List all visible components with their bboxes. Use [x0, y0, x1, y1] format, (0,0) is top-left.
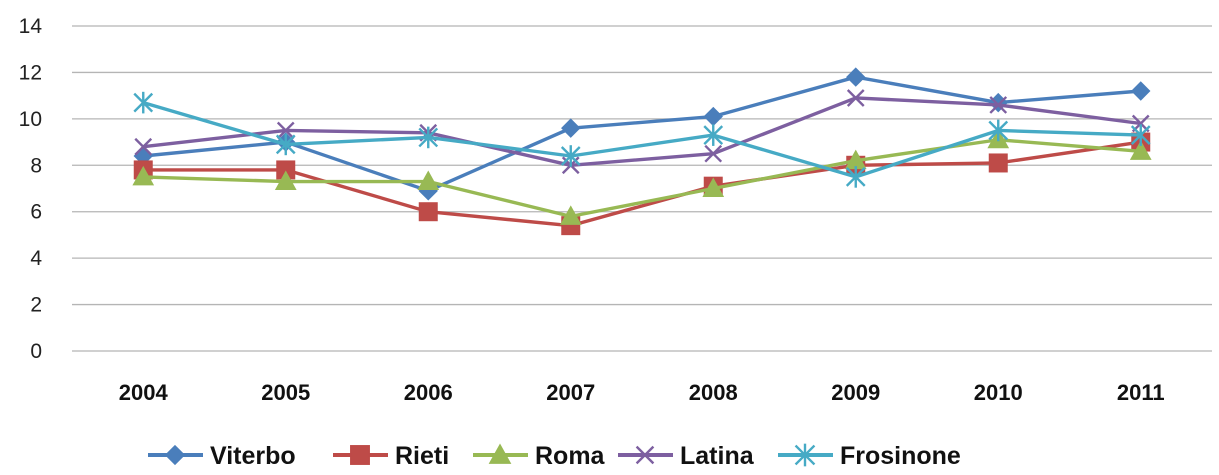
x-tick-label: 2008	[689, 380, 738, 405]
x-tick-label: 2005	[261, 380, 310, 405]
axes: 0 2 4 6 8 10 12 14 2004 2005 2006 2007 2008 2009 2010 2…	[19, 15, 1165, 405]
legend-label: Roma	[535, 442, 606, 470]
x-tick-label: 2004	[119, 380, 169, 405]
series-line	[143, 138, 1141, 219]
legend-item-latina: Latina	[618, 442, 755, 470]
marker-stroke	[276, 121, 295, 140]
legend-item-rieti: Rieti	[333, 442, 449, 470]
data-point	[274, 170, 297, 191]
series-frosinone	[133, 91, 1151, 188]
data-point	[1129, 140, 1152, 160]
data-point	[988, 119, 1009, 142]
marker-stroke	[635, 445, 655, 465]
y-tick-label: 14	[19, 15, 43, 38]
y-tick-label: 4	[30, 247, 42, 270]
series-latina	[134, 89, 1150, 175]
x-tick-label: 2009	[831, 380, 880, 405]
data-point	[845, 166, 866, 188]
y-tick-label: 6	[30, 201, 42, 224]
data-point	[418, 202, 438, 222]
legend-marker	[164, 444, 186, 466]
data-point	[703, 106, 723, 127]
series-line	[143, 75, 1141, 193]
data-point	[704, 144, 723, 163]
data-point	[561, 118, 581, 138]
series-line	[143, 140, 1141, 228]
data-point	[846, 67, 866, 87]
data-point	[846, 89, 865, 107]
y-tick-label: 0	[30, 340, 42, 363]
y-tick-label: 12	[19, 61, 42, 84]
x-tick-label: 2010	[974, 380, 1023, 405]
data-point	[559, 205, 582, 225]
legend-marker	[488, 443, 512, 464]
legend-label: Viterbo	[210, 442, 296, 470]
legend-marker	[350, 445, 370, 465]
data-point	[703, 124, 724, 146]
data-point	[560, 145, 581, 167]
legend-item-frosinone: Frosinone	[778, 442, 961, 470]
data-point	[989, 96, 1008, 114]
y-tick-label: 2	[30, 294, 42, 317]
data-point	[133, 91, 154, 114]
legend-marker	[635, 445, 655, 465]
legend-item-roma: Roma	[473, 442, 606, 470]
data-point	[417, 170, 440, 191]
data-point	[276, 121, 295, 140]
series-roma	[132, 128, 1152, 225]
legend-label: Rieti	[395, 442, 449, 470]
y-tick-label: 8	[30, 154, 42, 177]
marker-stroke	[704, 144, 723, 163]
legend-label: Latina	[680, 442, 755, 470]
gridlines	[72, 25, 1212, 352]
x-tick-label: 2007	[546, 380, 595, 405]
legend-label: Frosinone	[840, 442, 961, 470]
series-line	[143, 96, 1141, 167]
data-point	[702, 177, 725, 197]
data-point	[134, 137, 153, 156]
data-point	[1131, 81, 1151, 101]
data-point	[275, 133, 296, 156]
data-point	[988, 153, 1008, 173]
series-lines	[132, 67, 1152, 236]
x-tick-label: 2011	[1117, 380, 1165, 405]
marker-stroke	[846, 89, 865, 107]
data-point	[132, 165, 155, 186]
legend: Viterbo Rieti Roma Latina Frosinone	[148, 442, 961, 470]
y-tick-label: 10	[19, 108, 42, 131]
data-point	[418, 126, 439, 149]
marker-stroke	[134, 137, 153, 156]
legend-item-viterbo: Viterbo	[148, 442, 296, 470]
x-tick-label: 2006	[404, 380, 453, 405]
marker-stroke	[989, 96, 1008, 114]
data-point	[1130, 124, 1151, 146]
data-point	[988, 92, 1008, 113]
legend-marker	[794, 443, 816, 467]
series-line	[142, 100, 1141, 179]
